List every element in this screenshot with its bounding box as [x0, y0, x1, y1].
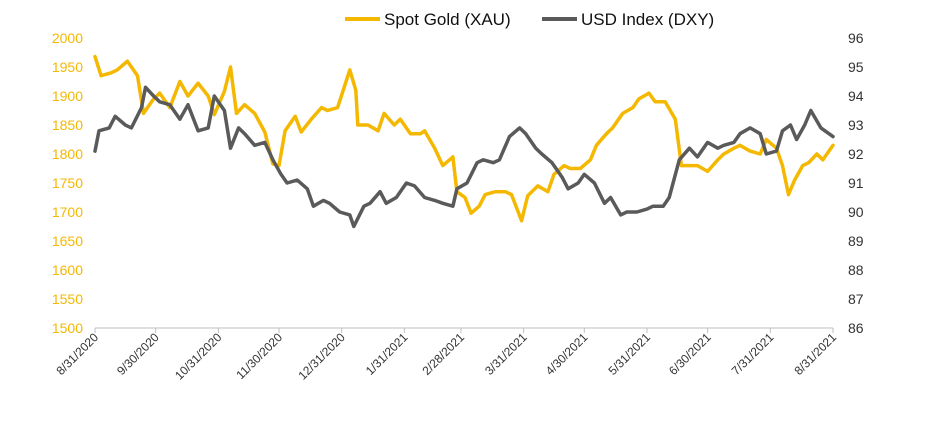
axes: 8/31/2020 9/30/2020 10/31/2020 11/30/2020 12…: [52, 30, 864, 383]
y-right-tick-label: 92: [848, 146, 864, 162]
x-tick-label: 1/31/2021: [363, 330, 411, 378]
y-left-tick-label: 1650: [52, 233, 83, 249]
x-tick-label: 9/30/2020: [114, 330, 162, 378]
y-right-tick-label: 96: [848, 30, 864, 46]
y-left-tick-label: 1900: [52, 88, 83, 104]
x-tick-label: 11/30/2020: [233, 330, 285, 382]
x-tick-label: 2/28/2021: [419, 330, 467, 378]
y-left-tick-label: 1750: [52, 175, 83, 191]
y-left-tick-label: 1950: [52, 59, 83, 75]
y-left-tick-label: 1500: [52, 320, 83, 336]
x-tick-label: 8/31/2021: [791, 330, 839, 378]
y-right-tick-label: 89: [848, 233, 864, 249]
legend: Spot Gold (XAU) USD Index (DXY): [345, 10, 714, 29]
y-left-tick-label: 1850: [52, 117, 83, 133]
y-left-tick-label: 1700: [52, 204, 83, 220]
series-line-usd-index: [93, 85, 835, 229]
x-tick-label: 12/31/2020: [295, 330, 348, 383]
y-left-tick-label: 1800: [52, 146, 83, 162]
y-left-tick-label: 2000: [52, 30, 83, 46]
y-right-tick-label: 87: [848, 291, 864, 307]
x-tick-label: 6/30/2021: [666, 330, 714, 378]
x-tick-label: 3/31/2021: [482, 330, 530, 378]
y-right-tick-label: 86: [848, 320, 864, 336]
y-right-tick-label: 88: [848, 262, 864, 278]
y-right-tick-label: 90: [848, 204, 864, 220]
legend-label-dxy: USD Index (DXY): [581, 10, 714, 29]
y-right-tick-label: 94: [848, 88, 864, 104]
y-left-tick-label: 1550: [52, 291, 83, 307]
y-right-tick-label: 93: [848, 117, 864, 133]
y-left-tick-label: 1600: [52, 262, 83, 278]
x-tick-label: 5/31/2021: [605, 330, 653, 378]
x-tick-label: 10/31/2020: [172, 330, 225, 383]
x-tick-label: 7/31/2021: [729, 330, 777, 378]
x-tick-label: 4/30/2021: [543, 330, 591, 378]
series-line-spot-gold: [93, 54, 835, 223]
x-tick-label: 8/31/2020: [53, 330, 101, 378]
y-right-tick-label: 91: [848, 175, 864, 191]
series-layer: [93, 54, 835, 229]
legend-label-gold: Spot Gold (XAU): [384, 10, 511, 29]
y-right-tick-label: 95: [848, 59, 864, 75]
